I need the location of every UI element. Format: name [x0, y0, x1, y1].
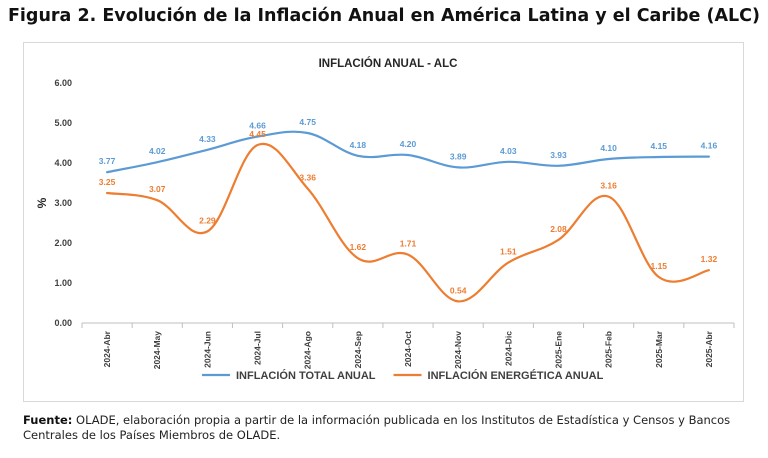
x-tick-label: 2024-Sep [353, 331, 363, 368]
x-tick-label: 2024-Oct [403, 331, 413, 367]
data-label: 1.15 [650, 261, 667, 271]
figure-title: Figura 2. Evolución de la Inflación Anua… [7, 6, 761, 26]
data-label: 2.08 [550, 224, 567, 234]
x-tick-label: 2025-Ene [553, 331, 563, 369]
data-label: 0.54 [450, 285, 467, 295]
y-tick-label: 2.00 [54, 238, 72, 248]
x-tick-label: 2024-May [152, 331, 162, 370]
y-axis-label: % [35, 197, 49, 208]
data-label: 3.25 [99, 177, 116, 187]
x-tick-label: 2025-Mar [654, 330, 664, 368]
data-label: 3.89 [450, 151, 467, 161]
data-label: 1.71 [400, 239, 417, 249]
x-tick-label: 2025-Abr [704, 330, 714, 367]
y-tick-label: 3.00 [54, 198, 72, 208]
chart-area: INFLACIÓN ANUAL - ALC% 0.00 1.00 2.00 3.00 4.… [23, 42, 744, 402]
data-label: 4.66 [249, 121, 266, 131]
legend-label: INFLACIÓN ENERGÉTICA ANUAL [428, 369, 604, 382]
data-label: 4.02 [149, 146, 166, 156]
data-label: 4.16 [701, 141, 718, 151]
data-label: 4.03 [500, 146, 517, 156]
y-tick-label: 0.00 [54, 318, 72, 328]
chart-title: INFLACIÓN ANUAL - ALC [319, 57, 458, 70]
data-label: 3.16 [600, 181, 617, 191]
data-label: 4.15 [650, 141, 667, 151]
line-chart: INFLACIÓN ANUAL - ALC% 0.00 1.00 2.00 3.00 4.… [35, 57, 735, 382]
x-tick-label: 2024-Jun [202, 331, 212, 368]
x-tick-label: 2024-Jul [253, 331, 263, 365]
data-label: 2.29 [199, 215, 216, 225]
legend-label: INFLACIÓN TOTAL ANUAL [236, 369, 376, 382]
data-label: 3.93 [550, 150, 567, 160]
y-tick-label: 5.00 [54, 118, 72, 128]
y-tick-label: 4.00 [54, 158, 72, 168]
data-label: 4.75 [299, 117, 316, 127]
data-label: 4.10 [600, 143, 617, 153]
data-label: 3.77 [99, 156, 116, 166]
series-line-energy [105, 142, 710, 303]
source-label: Fuente: [23, 413, 73, 427]
data-label: 1.62 [350, 242, 367, 252]
data-label: 4.18 [350, 140, 367, 150]
x-tick-label: 2024-Ago [303, 331, 313, 369]
data-label: 3.36 [299, 173, 316, 183]
data-label: 1.51 [500, 247, 517, 257]
x-tick-label: 2024-Dic [503, 331, 513, 366]
data-label: 4.20 [400, 139, 417, 149]
source-text: OLADE, elaboración propia a partir de la… [23, 413, 731, 442]
y-tick-label: 1.00 [54, 278, 72, 288]
x-tick-label: 2024-Abr [102, 330, 112, 367]
data-label: 4.33 [199, 134, 216, 144]
source-note: Fuente: OLADE, elaboración propia a part… [23, 413, 753, 443]
data-label: 3.07 [149, 184, 166, 194]
x-tick-label: 2024-Nov [453, 331, 463, 369]
y-tick-label: 6.00 [54, 78, 72, 88]
x-tick-label: 2025-Feb [604, 331, 614, 368]
series-line-total [105, 130, 710, 174]
data-label: 4.45 [249, 129, 266, 139]
data-label: 1.32 [701, 254, 718, 264]
